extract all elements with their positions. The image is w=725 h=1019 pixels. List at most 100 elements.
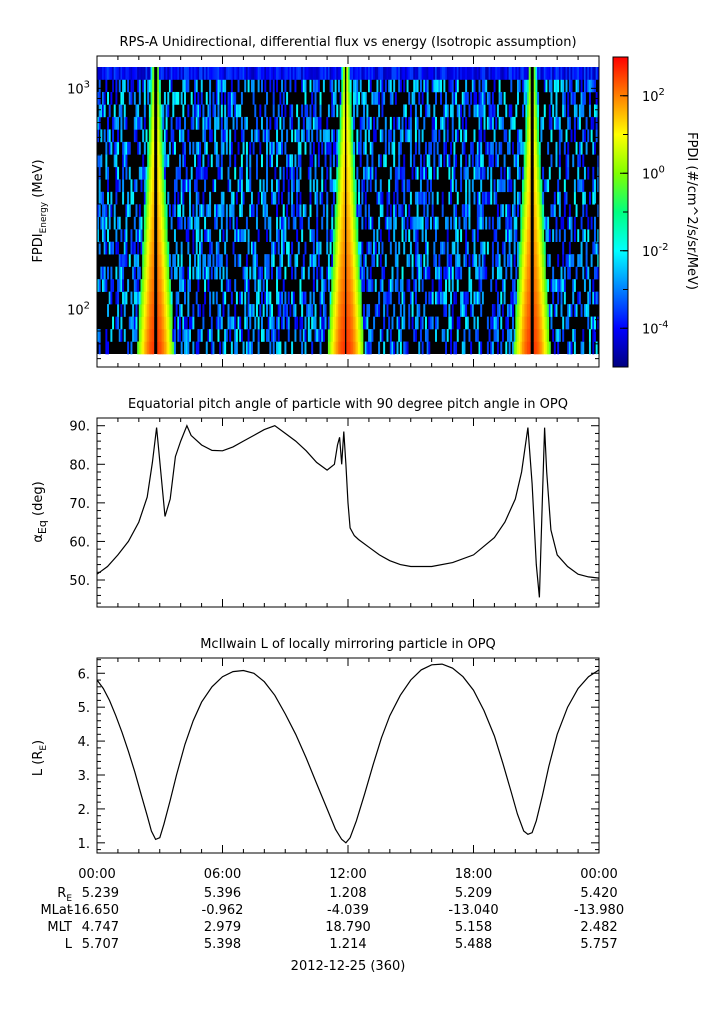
- spectrogram-cell: [483, 116, 486, 130]
- spectrogram-cell: [158, 191, 161, 205]
- spectrogram-cell: [348, 154, 350, 168]
- spectrogram-cell: [424, 166, 427, 180]
- spectrogram-cell: [348, 316, 350, 330]
- spectrogram-cell: [341, 67, 344, 80]
- spectrogram-cell: [264, 204, 267, 218]
- spectrogram-cell: [567, 266, 570, 280]
- spectrogram-cell: [182, 79, 185, 93]
- spectrogram-cell: [277, 316, 280, 330]
- spectrogram-cell: [277, 141, 280, 155]
- spectrogram-cell: [496, 104, 499, 118]
- spectrogram-cell: [443, 266, 446, 280]
- spectrogram-cell: [441, 291, 444, 305]
- spectrogram-cell: [168, 316, 171, 330]
- spectrogram-cell: [558, 116, 561, 130]
- spectrogram-cell: [215, 291, 218, 305]
- spectrogram-cell: [304, 79, 307, 93]
- spectrogram-cell: [316, 241, 319, 255]
- spectrogram-cell: [448, 154, 451, 168]
- spectrogram-cell: [481, 166, 484, 180]
- spectrogram-cell: [239, 329, 242, 342]
- spectrogram-cell: [493, 179, 496, 193]
- spectrogram-cell: [147, 291, 150, 305]
- spectrogram-cell: [573, 304, 576, 317]
- spectrogram-cell: [465, 316, 468, 330]
- spectrogram-cell: [593, 291, 596, 305]
- spectrogram-cell: [436, 191, 439, 205]
- spectrogram-cell: [163, 154, 166, 168]
- spectrogram-cell: [515, 154, 518, 168]
- spectrogram-cell: [125, 204, 128, 218]
- spectrogram-cell: [480, 141, 483, 155]
- spectrogram-cell: [219, 67, 222, 80]
- spectrogram-cell: [520, 329, 523, 342]
- spectrogram-cell: [383, 341, 386, 355]
- spectrogram-cell: [123, 154, 126, 168]
- spectrogram-cell: [517, 204, 519, 218]
- spectrogram-cell: [433, 154, 436, 168]
- spectrogram-cell: [346, 129, 349, 143]
- spectrogram-cell: [209, 191, 212, 205]
- spectrogram-cell: [192, 241, 195, 255]
- spectrogram-cell: [252, 254, 255, 267]
- spectrogram-cell: [212, 179, 215, 193]
- spectrogram-cell: [235, 104, 238, 118]
- spectrogram-cell: [138, 316, 141, 330]
- spectrogram-cell: [491, 91, 494, 105]
- spectrogram-cell: [547, 304, 550, 317]
- pitch-angle-title: Equatorial pitch angle of particle with …: [128, 397, 568, 412]
- spectrogram-cell: [540, 341, 543, 355]
- spectrogram-cell: [112, 129, 115, 143]
- spectrogram-cell: [326, 204, 329, 218]
- spectrogram-cell: [232, 116, 235, 130]
- spectrogram-cell: [237, 229, 240, 242]
- spectrogram-cell: [158, 254, 161, 267]
- spectrogram-cell: [234, 254, 237, 267]
- spectrogram-cell: [545, 291, 548, 305]
- spectrogram-cell: [368, 341, 371, 355]
- spectrogram-cell: [199, 154, 202, 168]
- spectrogram-cell: [486, 91, 489, 105]
- spectrogram-cell: [470, 279, 473, 292]
- spectrogram-cell: [491, 116, 494, 130]
- spectrogram-cell: [334, 254, 337, 267]
- spectrogram-cell: [317, 79, 320, 93]
- spectrogram-cell: [274, 241, 277, 255]
- spectrogram-cell: [537, 254, 540, 267]
- spectrogram-cell: [384, 67, 387, 80]
- spectrogram-cell: [517, 329, 519, 342]
- spectrogram-cell: [252, 329, 255, 342]
- spectrogram-cell: [463, 91, 466, 105]
- spectrogram-cell: [242, 191, 245, 205]
- spectrogram-cell: [463, 216, 466, 230]
- spectrogram-cell: [480, 216, 483, 230]
- spectrogram-cell: [501, 304, 504, 317]
- spectrogram-cell: [182, 279, 185, 292]
- spectrogram-cell: [321, 216, 324, 230]
- spectrogram-cell: [443, 154, 446, 168]
- spectrogram-cell: [165, 216, 168, 230]
- spectrogram-cell: [234, 341, 237, 355]
- spectrogram-cell: [148, 254, 151, 267]
- spectrogram-cell: [542, 316, 545, 330]
- spectrogram-cell: [453, 166, 456, 180]
- spectrogram-cell: [195, 216, 198, 230]
- spectrogram-cell: [553, 116, 556, 130]
- spectrogram-cell: [219, 304, 222, 317]
- spectrogram-cell: [349, 229, 352, 242]
- spectrogram-cell: [455, 67, 458, 80]
- spectrogram-cell: [542, 254, 545, 267]
- spectrogram-cell: [165, 291, 168, 305]
- spectrogram-cell: [245, 316, 248, 330]
- spectrogram-cell: [421, 279, 424, 292]
- spectrogram-cell: [527, 229, 530, 242]
- spectrogram-cell: [522, 316, 524, 330]
- mcilwain-l-x-ticks: [96, 658, 600, 853]
- spectrogram-cell: [177, 254, 180, 267]
- spectrogram-cell: [331, 266, 334, 280]
- spectrogram-cell: [257, 279, 260, 292]
- spectrogram-cell: [503, 291, 506, 305]
- spectrogram-cell: [128, 316, 131, 330]
- spectrogram-cell: [130, 241, 133, 255]
- spectrogram-cell: [277, 291, 280, 305]
